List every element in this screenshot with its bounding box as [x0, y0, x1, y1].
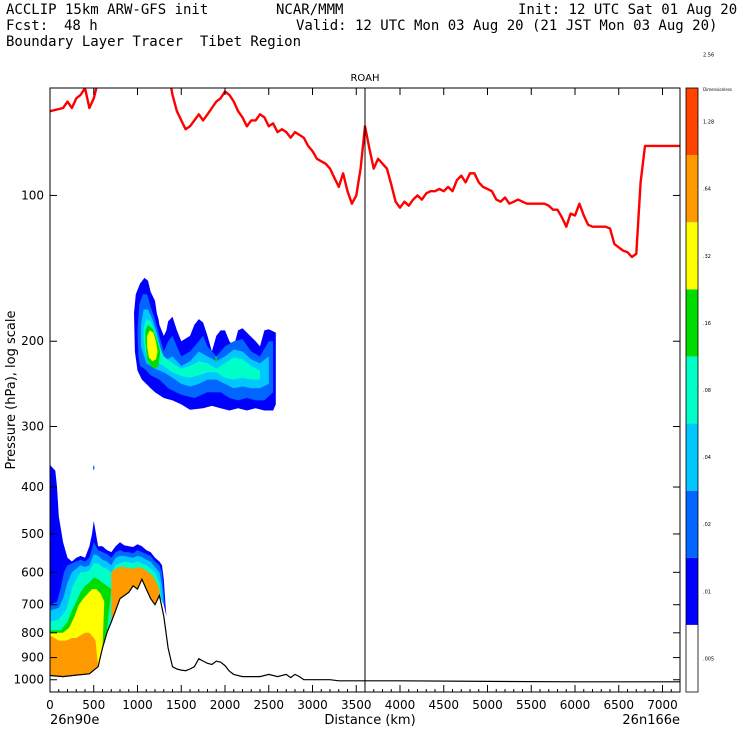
x-tick-label: 2000: [210, 698, 241, 712]
x-tick-label: 2500: [253, 698, 284, 712]
upper-plume-cyan: [143, 319, 260, 380]
terrain-line: [50, 577, 680, 683]
colorbar-swatch: [686, 356, 698, 424]
org-label: NCAR/MMM: [276, 2, 344, 18]
x-tick-label: 3000: [297, 698, 328, 712]
x-tick-label: 5000: [472, 698, 503, 712]
colorbar-swatch: [686, 490, 698, 558]
forecast-hour: 48 h: [64, 18, 98, 34]
x-tick-label: 0: [46, 698, 54, 712]
forecast-label: Fcst:: [6, 18, 49, 34]
colorbar-level-label: .16: [703, 321, 711, 327]
y-tick-label: 1000: [13, 673, 44, 687]
lower-plume-orange: [50, 632, 99, 677]
x-tick-label: 7000: [647, 698, 678, 712]
tracer-contours: [50, 277, 276, 677]
x-tick-label: 1500: [166, 698, 197, 712]
colorbar-level-label: .64: [703, 187, 711, 193]
colorbar-units-label: Dimensionless: [703, 87, 732, 92]
lower-plume-orange-peak: [111, 567, 160, 622]
y-tick-label: 500: [21, 527, 44, 541]
colorbar-swatch: [686, 88, 698, 156]
model-title: ACCLIP 15km ARW-GFS init: [6, 2, 209, 18]
upper-plume-yellow: [147, 330, 158, 362]
y-tick-label: 400: [21, 480, 44, 494]
colorbar-swatch: [686, 222, 698, 290]
x-tick-label: 4000: [385, 698, 416, 712]
y-axis-label: Pressure (hPa), log scale: [4, 311, 19, 470]
y-tick-label: 700: [21, 598, 44, 612]
chart-lines: [50, 88, 680, 692]
lower-plume-speck: [92, 464, 95, 471]
colorbar-level-label: .32: [703, 254, 711, 260]
x-axis: 0 500 1000 1500 2000 2500 3000 3500 4000 4500 5000…: [46, 88, 678, 712]
colorbar-swatch: [686, 557, 698, 625]
x-tick-label: 4500: [428, 698, 459, 712]
colorbar-swatch: [686, 423, 698, 491]
y-tick-label: 800: [21, 626, 44, 640]
init-time: Init: 12 UTC Sat 01 Aug 20: [518, 2, 738, 18]
colorbar-frame: [685, 87, 699, 693]
colorbar-level-label: .01: [703, 589, 711, 595]
colorbar-level-label: .04: [703, 455, 711, 461]
valid-time: Valid: 12 UTC Mon 03 Aug 20 (21 JST Mon …: [296, 18, 718, 34]
x-tick-label: 5500: [516, 698, 547, 712]
field-title: Boundary Layer Tracer Tibet Region: [6, 34, 302, 50]
x-tick-label: 6500: [603, 698, 634, 712]
colorbar-level-label: .02: [703, 522, 711, 528]
x-tick-label: 1000: [122, 698, 153, 712]
y-tick-label: 300: [21, 420, 44, 434]
colorbar-level-label: .08: [703, 388, 711, 394]
colorbar: .005 .01 .02 .04 .08 .16 .32 .64 1.28 2.56 Dimensi…: [685, 52, 732, 693]
y-tick-label: 600: [21, 565, 44, 579]
colorbar-swatch: [686, 155, 698, 223]
x-tick-label: 500: [82, 698, 105, 712]
colorbar-swatch: [686, 289, 698, 357]
colorbar-level-label: 1.28: [703, 120, 714, 126]
colorbar-swatch: [686, 624, 698, 692]
y-axis: 100 200 300 400 500 600 700 800 900 1000: [13, 188, 680, 687]
y-tick-label: 100: [21, 188, 44, 202]
colorbar-level-label: .005: [703, 656, 714, 662]
y-tick-label: 900: [21, 651, 44, 665]
x-tick-label: 6000: [560, 698, 591, 712]
x-right-endpoint: 26n166e: [622, 713, 680, 728]
chart-title: ROAH: [350, 73, 379, 84]
x-tick-label: 3500: [341, 698, 372, 712]
x-axis-label: Distance (km): [324, 713, 415, 728]
tropopause-line: [50, 88, 680, 259]
x-left-endpoint: 26n90e: [50, 713, 99, 728]
upper-plume-speck: [215, 356, 218, 362]
y-tick-label: 200: [21, 334, 44, 348]
colorbar-level-label: 2.56: [703, 52, 714, 58]
